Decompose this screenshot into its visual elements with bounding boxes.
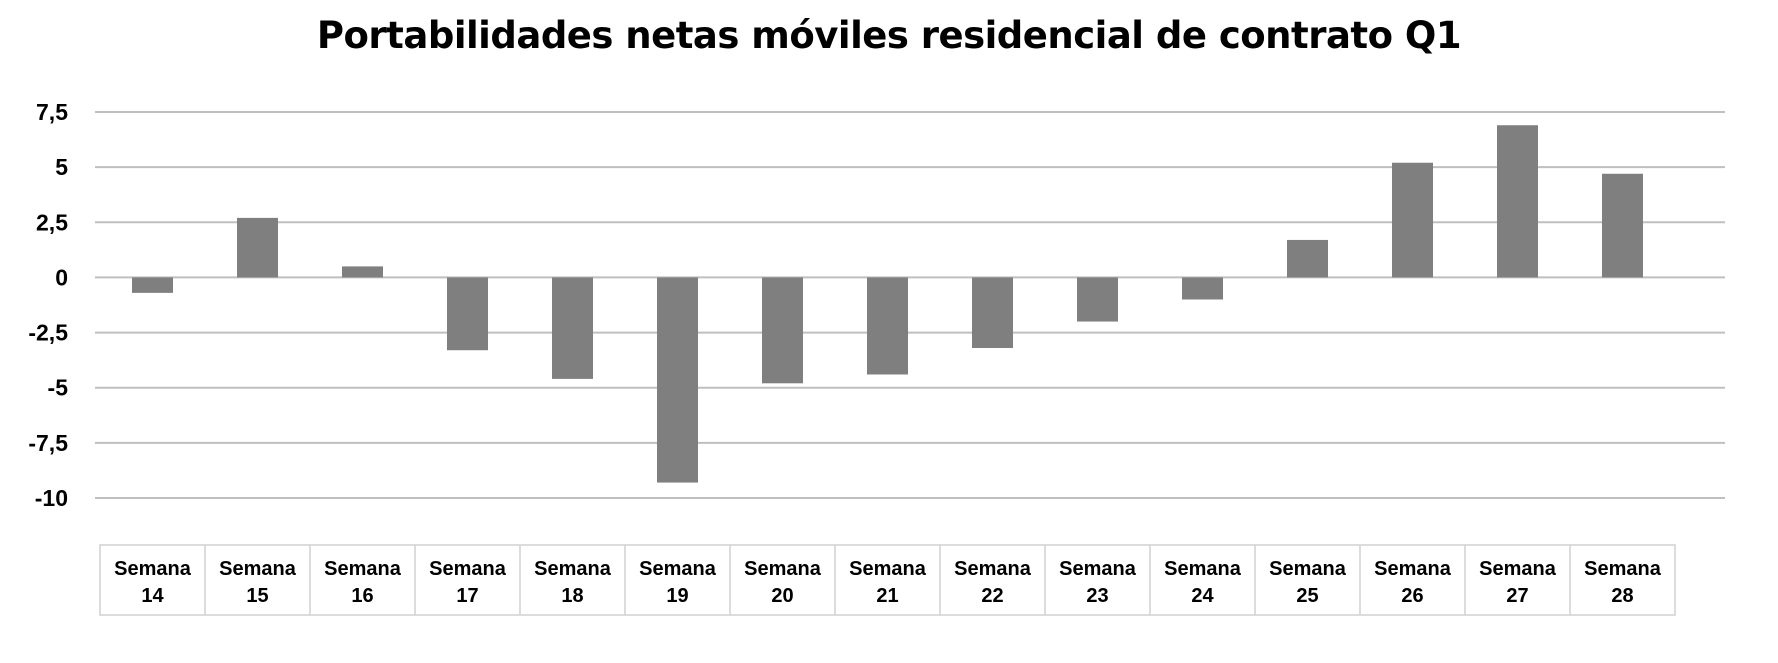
x-tick-label: Semana 17 <box>429 558 507 607</box>
bar <box>867 277 908 375</box>
x-tick-label: Semana 26 <box>1374 558 1452 607</box>
x-tick-label: Semana 27 <box>1479 558 1557 607</box>
x-tick-label: Semana 22 <box>954 558 1032 607</box>
x-tick-label: Semana 25 <box>1269 558 1347 607</box>
bar <box>132 277 173 293</box>
bar <box>1497 125 1538 278</box>
bar <box>1287 239 1328 278</box>
x-tick-label: Semana 23 <box>1059 558 1137 607</box>
x-tick-label: Semana 24 <box>1164 558 1242 607</box>
x-tick-label: Semana 16 <box>324 558 402 607</box>
bar <box>972 277 1013 349</box>
chart-title: Portabilidades netas móviles residencial… <box>316 14 1462 57</box>
y-tick-label: -7,5 <box>28 430 68 456</box>
bar <box>237 217 278 278</box>
gridlines <box>95 111 1725 499</box>
x-tick-label: Semana 28 <box>1584 558 1662 607</box>
bar <box>1392 162 1433 278</box>
bar <box>762 277 803 384</box>
bar <box>657 277 698 483</box>
y-tick-label: 0 <box>55 264 68 290</box>
category-table: Semana 14 Semana 15 Semana 16 Semana 17 Semana 18… <box>99 544 1676 616</box>
x-tick-label: Semana 14 <box>114 558 192 607</box>
bar <box>552 277 593 379</box>
x-tick-label: Semana 15 <box>219 558 297 607</box>
y-tick-label: 5 <box>55 154 68 180</box>
y-tick-label: -2,5 <box>28 320 68 346</box>
y-tick-label: -10 <box>35 485 68 511</box>
bar <box>1077 277 1118 322</box>
bar <box>447 277 488 351</box>
y-tick-label: 2,5 <box>36 209 68 235</box>
y-axis-ticks: 7,5 5 2,5 0 -2,5 -5 -7,5 -10 <box>28 99 68 511</box>
x-tick-label: Semana 20 <box>744 558 822 607</box>
bar <box>342 266 383 278</box>
y-tick-label: 7,5 <box>36 99 68 125</box>
y-tick-label: -5 <box>48 375 69 401</box>
category-table-border <box>99 544 1676 616</box>
x-tick-label: Semana 21 <box>849 558 927 607</box>
x-tick-label: Semana 18 <box>534 558 612 607</box>
bar <box>1182 277 1223 300</box>
bars <box>132 125 1643 483</box>
x-tick-label: Semana 19 <box>639 558 717 607</box>
bar <box>1602 173 1643 278</box>
